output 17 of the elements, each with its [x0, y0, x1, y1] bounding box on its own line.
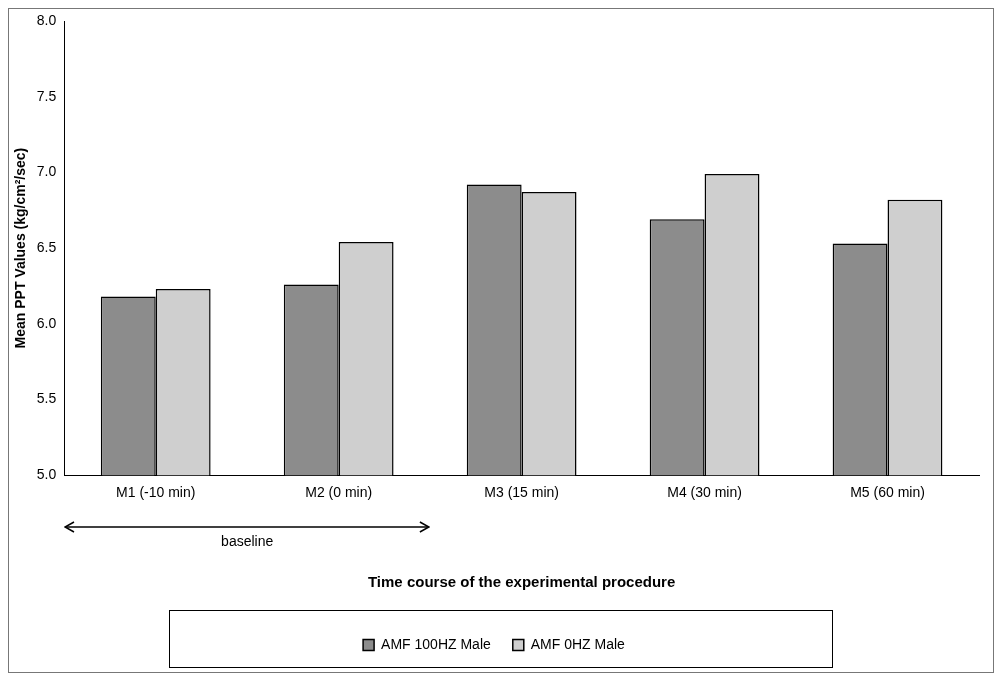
x-tick-label: M3 (15 min)	[484, 484, 559, 501]
y-tick-label: 5.0	[36, 466, 57, 483]
y-tick-label: 8.0	[36, 11, 57, 28]
y-tick-label: 5.5	[36, 390, 57, 407]
y-tick-label: 7.5	[36, 87, 57, 104]
y-tick-label: 6.5	[36, 238, 57, 255]
y-tick-label: 6.0	[36, 314, 57, 331]
text: baseline	[220, 533, 275, 550]
x-tick-label: M2 (0 min)	[305, 484, 373, 501]
y-axis-title: Mean PPT Values (kg/cm²/sec)	[12, 147, 29, 349]
legend-label: AMF 0HZ Male	[530, 635, 626, 652]
x-tick-label: M1 (-10 min)	[116, 484, 196, 501]
x-tick-label: M5 (60 min)	[850, 484, 925, 501]
x-tick-label: M4 (30 min)	[667, 484, 742, 501]
y-tick-label: 7.0	[36, 163, 57, 180]
x-axis-title: Time course of the experimental procedure	[367, 573, 676, 591]
legend-label: AMF 100HZ Male	[381, 635, 491, 652]
